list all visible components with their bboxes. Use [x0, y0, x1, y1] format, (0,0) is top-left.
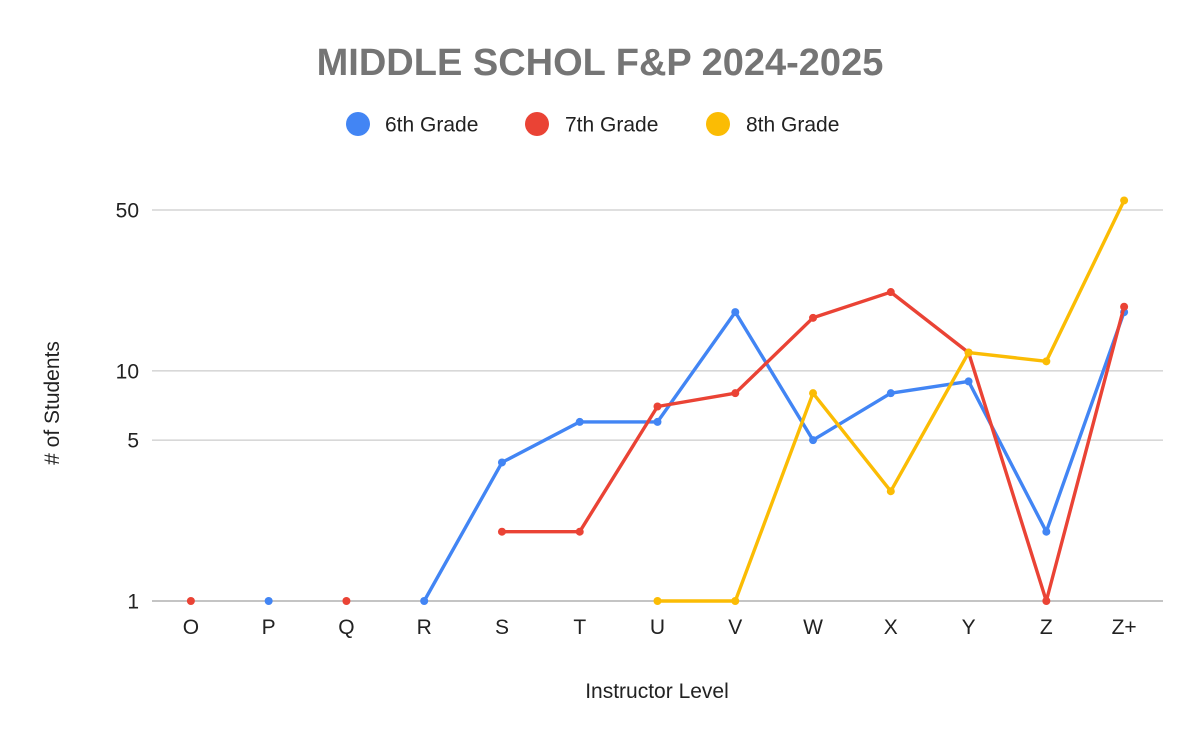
- x-tick-label: V: [728, 616, 742, 639]
- data-point: [809, 313, 818, 322]
- legend-marker: [346, 112, 370, 136]
- x-tick-label: S: [495, 616, 509, 639]
- data-point: [575, 527, 584, 536]
- series-line: [500, 290, 1126, 603]
- legend-marker: [706, 112, 730, 136]
- data-point: [1120, 302, 1129, 311]
- x-tick-label: Q: [338, 616, 354, 639]
- y-tick-label: 5: [127, 430, 139, 453]
- x-tick-label: R: [417, 616, 432, 639]
- data-point: [964, 348, 973, 357]
- data-point: [809, 436, 818, 445]
- chart-title: MIDDLE SCHOL F&P 2024-2025: [317, 42, 884, 84]
- x-tick-label: X: [884, 616, 898, 639]
- series-layer: [186, 196, 1129, 605]
- legend-label: 8th Grade: [746, 114, 839, 137]
- x-tick-label: O: [183, 616, 199, 639]
- x-axis-ticks: O P Q R S T U V W X Y Z Z+: [183, 616, 1137, 639]
- series-line: [422, 310, 1126, 603]
- x-tick-label: Y: [962, 616, 976, 639]
- series-line: [655, 198, 1126, 603]
- y-axis-ticks: 1 5 10 50: [116, 200, 139, 614]
- data-point: [731, 389, 740, 398]
- x-tick-label: Z: [1040, 616, 1053, 639]
- data-point: [342, 597, 351, 605]
- x-tick-label: P: [262, 616, 276, 639]
- data-point: [886, 288, 895, 297]
- legend-marker: [525, 112, 549, 136]
- y-tick-label: 10: [116, 360, 139, 383]
- data-point: [575, 417, 584, 426]
- data-point: [731, 597, 740, 605]
- series-1: [264, 308, 1129, 605]
- legend-label: 6th Grade: [385, 114, 478, 137]
- data-point: [497, 458, 506, 467]
- data-point: [731, 308, 740, 317]
- data-point: [964, 377, 973, 386]
- data-point: [809, 389, 818, 398]
- y-tick-label: 1: [127, 591, 139, 614]
- x-tick-label: Z+: [1112, 616, 1137, 639]
- data-point: [264, 597, 273, 605]
- x-tick-label: T: [573, 616, 586, 639]
- data-point: [497, 527, 506, 536]
- x-tick-label: U: [650, 616, 665, 639]
- data-point: [886, 487, 895, 496]
- data-point: [186, 597, 195, 605]
- data-point: [653, 597, 662, 605]
- legend-label: 7th Grade: [565, 114, 658, 137]
- y-tick-label: 50: [116, 200, 139, 223]
- series-2: [186, 288, 1129, 605]
- data-point: [420, 597, 429, 605]
- x-tick-label: W: [803, 616, 823, 639]
- y-axis-label: # of Students: [41, 341, 64, 465]
- data-point: [1042, 357, 1051, 366]
- data-point: [1120, 196, 1129, 205]
- x-axis-label: Instructor Level: [585, 680, 729, 703]
- data-point: [1042, 597, 1051, 605]
- data-point: [653, 402, 662, 411]
- data-point: [886, 389, 895, 398]
- data-point: [1042, 527, 1051, 536]
- legend: 6th Grade 7th Grade 8th Grade: [346, 112, 839, 137]
- data-point: [653, 417, 662, 426]
- series-3: [653, 196, 1129, 605]
